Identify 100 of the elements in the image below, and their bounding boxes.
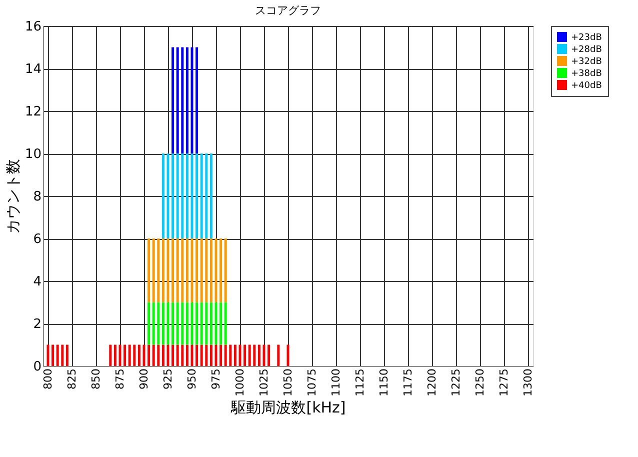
x-tick-label: 1175 [402, 368, 414, 396]
bar [220, 344, 222, 366]
legend-label: +32dB [571, 57, 602, 67]
x-tick-label: 1075 [306, 368, 318, 396]
x-tick-label: 1050 [282, 368, 294, 396]
bar [190, 344, 194, 366]
x-tick-label: 925 [162, 368, 174, 390]
x-tick-label: 875 [114, 368, 126, 390]
bar [181, 302, 184, 345]
bar [258, 344, 260, 366]
bar [186, 47, 188, 154]
bar [196, 154, 198, 238]
bar [238, 344, 242, 366]
bar [166, 154, 170, 238]
bar [200, 238, 203, 302]
bar [277, 344, 280, 366]
x-tick-label: 1025 [258, 368, 270, 396]
y-tick-label: 0 [33, 360, 42, 374]
bar [46, 344, 50, 366]
bar [196, 238, 198, 302]
bar [262, 344, 266, 366]
bar [181, 344, 184, 366]
x-tick-label: 1100 [330, 368, 342, 396]
bar [200, 154, 203, 238]
bar [176, 47, 179, 154]
bar [190, 47, 194, 154]
bar [196, 47, 198, 154]
bar [220, 302, 222, 345]
x-tick-label: 1000 [234, 368, 246, 396]
bar [224, 238, 227, 302]
x-tick-label: 900 [138, 368, 150, 390]
bar [224, 302, 227, 345]
x-tick-label: 1300 [522, 368, 534, 396]
bar [114, 344, 116, 366]
x-tick-label: 1275 [498, 368, 510, 396]
bar [162, 344, 164, 366]
legend-label: +28dB [571, 45, 602, 55]
bar [52, 344, 54, 366]
bar [214, 238, 218, 302]
chart-title: スコアグラフ [255, 4, 321, 17]
bar [214, 344, 218, 366]
bar [186, 302, 188, 345]
bar [190, 154, 194, 238]
x-tick-label: 1250 [474, 368, 486, 396]
legend-label: +40dB [571, 81, 602, 91]
x-tick-label: 1200 [426, 368, 438, 396]
bar [157, 302, 160, 345]
bar [253, 344, 256, 366]
y-tick-label: 2 [33, 317, 42, 332]
bar [148, 238, 150, 302]
x-tick-label: 975 [210, 368, 222, 390]
bar [138, 344, 140, 366]
bar [172, 154, 174, 238]
x-tick-label: 1225 [450, 368, 462, 396]
bar [190, 238, 194, 302]
bar [142, 344, 146, 366]
bar [196, 302, 198, 345]
bar [172, 344, 174, 366]
x-tick-label: 825 [66, 368, 78, 390]
bar [214, 302, 218, 345]
bar [148, 344, 150, 366]
bar [229, 344, 232, 366]
y-tick-label: 6 [33, 232, 42, 247]
bar [190, 302, 194, 345]
bar [148, 302, 150, 345]
legend-label: +23dB [571, 33, 602, 43]
x-tick-label: 850 [90, 368, 102, 390]
bar [286, 344, 290, 366]
bar [210, 302, 212, 345]
bar [220, 238, 222, 302]
bar [118, 344, 122, 366]
bar [186, 344, 188, 366]
bar [66, 344, 68, 366]
bar [181, 47, 184, 154]
bar [56, 344, 59, 366]
bar [234, 344, 236, 366]
bar [210, 238, 212, 302]
bar [162, 238, 164, 302]
bar [248, 344, 251, 366]
bar [210, 344, 212, 366]
bar [176, 344, 179, 366]
bar [152, 238, 155, 302]
bar [61, 344, 64, 366]
bar [109, 344, 112, 366]
x-axis-title: 駆動周波数[kHz] [230, 398, 346, 416]
bar [205, 302, 208, 345]
bar [162, 302, 164, 345]
x-tick-label: 800 [42, 368, 54, 390]
bar [196, 344, 198, 366]
y-tick-label: 4 [33, 274, 42, 290]
bar [205, 344, 208, 366]
bar [124, 344, 126, 366]
x-tick-label: 1150 [378, 368, 390, 396]
bar [224, 344, 227, 366]
bar [186, 154, 188, 238]
bar [157, 344, 160, 366]
bar [200, 344, 203, 366]
bar [166, 344, 170, 366]
bar [162, 154, 164, 238]
bar [181, 238, 184, 302]
